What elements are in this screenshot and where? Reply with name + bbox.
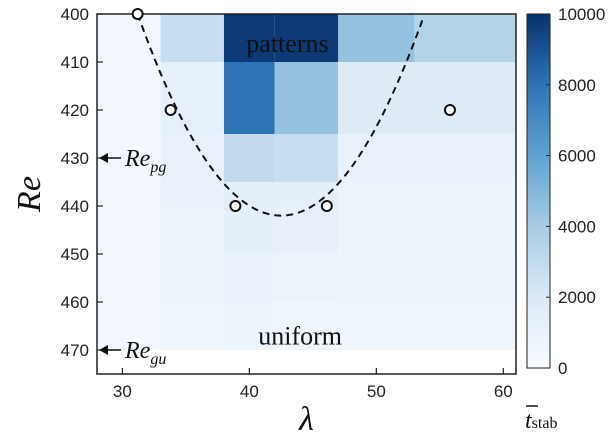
y-tick-label: 410 [61, 53, 89, 72]
heatmap-cell [160, 302, 224, 350]
plot-frame [96, 13, 517, 375]
colorbar-tick-label: 6000 [558, 147, 596, 166]
y-tick-label: 460 [61, 293, 89, 312]
heatmap-cell [338, 302, 415, 350]
heatmap-cell [223, 14, 275, 62]
heatmap-cell [97, 14, 161, 62]
heatmap-cell [414, 254, 516, 302]
y-axis-label: Re [11, 176, 48, 213]
re-markers: Repg Regu [99, 146, 166, 368]
heatmap-cell [338, 62, 415, 134]
heatmap-cell [223, 254, 275, 302]
y-axis: 400 410 420 430 440 450 460 470 [61, 5, 103, 360]
heatmap-cell [223, 134, 275, 182]
annotation-uniform: uniform [258, 322, 342, 351]
heatmap-cell [338, 182, 415, 206]
colorbar: 0 2000 4000 6000 8000 10000 tstab [525, 5, 605, 432]
colorbar-tick-label: 8000 [558, 76, 596, 95]
heatmap-cell [414, 302, 516, 350]
x-tick-label: 60 [494, 382, 513, 401]
x-tick-label: 50 [367, 382, 386, 401]
y-tick-label: 400 [61, 5, 89, 24]
heatmap-cell [338, 134, 415, 182]
heatmap-cells [97, 14, 516, 374]
heatmap-cell [97, 302, 161, 350]
x-tick-label: 40 [240, 382, 259, 401]
boundary-point [443, 104, 456, 116]
heatmap-cell [414, 182, 516, 206]
heatmap-cell [274, 302, 339, 350]
heatmap-cell [338, 14, 415, 62]
boundary-curve [136, 13, 425, 217]
colorbar-tick-label: 4000 [558, 217, 596, 236]
heatmap-cell [274, 206, 339, 254]
y-tick-label: 440 [61, 197, 89, 216]
y-tick-label: 430 [61, 149, 89, 168]
heatmap-cell [414, 62, 516, 134]
heatmap-cell [97, 254, 161, 302]
heatmap-cell [274, 254, 339, 302]
marker-arrow-head [99, 153, 108, 163]
heatmap-cell [274, 62, 339, 134]
re-pg-marker: Repg [99, 146, 166, 176]
marker-arrow-head [99, 345, 108, 355]
heatmap-cell [414, 134, 516, 182]
heatmap-cell [97, 182, 161, 206]
heatmap-cell [160, 254, 224, 302]
x-axis: 30 40 50 60 [113, 368, 513, 401]
boundary-point [131, 8, 144, 20]
marker-label: Repg [124, 146, 166, 176]
boundary-points [131, 8, 456, 212]
heatmap-cell [338, 206, 415, 254]
colorbar-tick-label: 0 [558, 359, 567, 378]
heatmap-cell [160, 182, 224, 206]
axes-frame [96, 13, 517, 375]
y-tick-label: 470 [61, 341, 89, 360]
heatmap-cell [414, 206, 516, 254]
marker-label: Regu [124, 338, 166, 368]
re-gu-marker: Regu [99, 338, 166, 368]
colorbar-label-text: tstab [525, 408, 557, 432]
colorbar-tick-label: 2000 [558, 288, 596, 307]
colorbar-tick-label: 10000 [558, 5, 605, 24]
boundary-point [164, 104, 177, 116]
plot-area: patterns uniform [96, 8, 517, 375]
heatmap-cell [160, 14, 224, 62]
heatmap-cell [223, 62, 275, 134]
boundary-point [320, 200, 333, 212]
colorbar-label: tstab [525, 405, 557, 432]
heatmap-cell [223, 302, 275, 350]
heatmap-cell [338, 254, 415, 302]
heatmap-cell [160, 134, 224, 182]
colorbar-ticks: 0 2000 4000 6000 8000 10000 [546, 5, 605, 378]
colorbar-gradient [526, 13, 551, 369]
heatmap-cell [274, 14, 339, 62]
x-axis-label: λ [298, 401, 314, 432]
heatmap-cell [160, 206, 224, 254]
boundary-point [229, 200, 242, 212]
heatmap-cell [274, 134, 339, 182]
annotation-patterns: patterns [246, 29, 328, 58]
heatmap-cell [97, 206, 161, 254]
heatmap-cell [414, 14, 516, 62]
x-tick-label: 30 [113, 382, 132, 401]
heatmap-cell [97, 62, 161, 134]
y-tick-label: 450 [61, 245, 89, 264]
heatmap-cell [160, 62, 224, 134]
y-tick-label: 420 [61, 101, 89, 120]
